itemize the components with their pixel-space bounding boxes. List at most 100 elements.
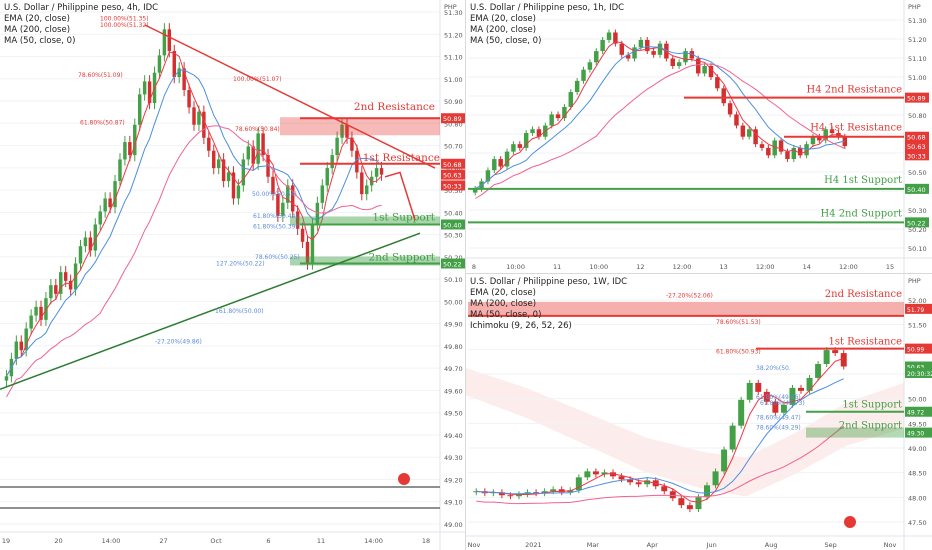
price-tick-label: 50.10 xyxy=(444,276,463,284)
time-tick-label: Nov xyxy=(884,541,897,549)
price-tag xyxy=(441,180,465,191)
price-tick-label: 49.00 xyxy=(908,445,927,453)
fib-level-label: 61.80%(50.44) xyxy=(253,213,298,220)
support-1-label: 1st Support xyxy=(842,400,902,411)
resistance-2-label: 2nd Resistance xyxy=(825,289,902,300)
h1-chart-panel[interactable]: 51.3051.2051.1051.0050.9050.8050.7050.60… xyxy=(466,0,932,273)
candle-body xyxy=(271,176,275,195)
fib-level-label: -27.20%(49.86) xyxy=(155,339,202,346)
candle-body xyxy=(78,246,83,264)
candle-body xyxy=(330,155,334,169)
h1-legend: U.S. Dollar / Philippine peso, 1h, IDC E… xyxy=(470,3,624,47)
price-tick-label: 50.30 xyxy=(444,232,463,240)
candle-body xyxy=(256,133,260,164)
candle-body xyxy=(613,32,618,44)
h1-legend-ema20: EMA (20, close) xyxy=(470,14,536,24)
candle-body xyxy=(473,491,480,493)
candle-body xyxy=(797,147,803,156)
candle-body xyxy=(49,285,53,299)
time-tick-label: 11 xyxy=(317,537,325,545)
candle-body xyxy=(300,228,305,242)
w1-legend-ma50: MA (50, close, 0) xyxy=(470,310,542,320)
support-2-zone xyxy=(806,427,904,438)
candle-body xyxy=(19,341,23,351)
candle-body xyxy=(226,172,231,182)
time-tick-label: 6 xyxy=(266,537,270,545)
candle-body xyxy=(632,47,637,59)
candle-body xyxy=(172,51,176,78)
candle-body xyxy=(236,185,241,199)
w1-chart-panel[interactable]: 52.0051.5051.0050.5050.0049.5049.0048.50… xyxy=(466,274,932,550)
candle-body xyxy=(340,124,344,138)
ichimoku-cloud xyxy=(466,368,904,497)
price-tag-text: 49.72 xyxy=(907,410,924,417)
price-tick-label: 51.20 xyxy=(908,36,927,44)
candle-body xyxy=(746,129,752,137)
candle-body xyxy=(310,224,315,264)
uptrend-line xyxy=(0,232,421,390)
time-tick-label: Apr xyxy=(647,541,659,549)
candle-body xyxy=(587,62,593,70)
candle-body xyxy=(320,185,325,203)
candle-body xyxy=(14,341,19,359)
price-tick-label: 51.30 xyxy=(908,17,927,25)
fib-level-label: 61.80%(49.73) xyxy=(760,400,805,407)
currency-label: PHP xyxy=(908,277,921,285)
candle-body xyxy=(276,194,280,216)
candle-body xyxy=(231,172,236,199)
flag-icon xyxy=(844,516,856,528)
price-tag-text: 50.40 xyxy=(907,186,926,194)
fib-level-label: 100.00%(51.35) xyxy=(100,16,149,23)
candle-body xyxy=(815,364,822,378)
price-tick-label: 51.00 xyxy=(908,74,927,82)
price-tick-label: 51.10 xyxy=(444,54,463,62)
fib-level-label: 78.60%(49.47) xyxy=(756,415,801,422)
candle-body xyxy=(676,62,682,66)
candle-body xyxy=(592,471,599,475)
price-tick-label: 50.50 xyxy=(908,169,927,177)
price-tick-label: 50.80 xyxy=(908,112,927,120)
w1-chart-svg: 52.0051.5051.0050.5050.0049.5049.0048.50… xyxy=(466,274,932,550)
h4-chart-panel[interactable]: 51.30 51.20 51.10 51.00 50.90 50.80 50.70 50.60… xyxy=(0,0,465,550)
candle-body xyxy=(216,159,221,169)
candle-body xyxy=(335,137,339,156)
candle-body xyxy=(555,114,561,119)
candle-body xyxy=(246,146,251,160)
candle-body xyxy=(817,136,822,141)
currency-label: PHP xyxy=(444,3,457,11)
price-tick-label: 49.50 xyxy=(908,420,927,428)
fib-level-label: -27.20%(52.06) xyxy=(666,292,713,299)
candle-body xyxy=(638,39,644,48)
candle-body xyxy=(678,498,685,506)
horizontal-divider[interactable] xyxy=(466,273,932,274)
candle-body xyxy=(212,150,216,169)
candle-body xyxy=(369,176,374,186)
price-tag xyxy=(441,113,465,124)
candle-body xyxy=(704,485,710,498)
candle-body xyxy=(734,114,739,126)
candle-body xyxy=(558,489,565,493)
h4-resistance-1-label: H4 1st Resistance xyxy=(810,123,902,134)
h1-legend-ma50: MA (50, close, 0) xyxy=(470,36,542,46)
candle-body xyxy=(511,144,516,152)
time-tick-label: 13 xyxy=(719,263,727,271)
fib-level-label: 78.60%(50.25) xyxy=(255,254,300,261)
candle-body xyxy=(63,272,68,281)
price-tag-text: 50.63 xyxy=(443,172,462,180)
fib-level-label: 161.80%(50.00) xyxy=(215,308,264,315)
candle-body xyxy=(657,43,663,55)
candle-body xyxy=(738,399,745,426)
candle-body xyxy=(241,159,246,186)
vertical-divider[interactable] xyxy=(465,0,466,550)
candle-body xyxy=(44,298,48,320)
candle-body xyxy=(550,489,557,492)
candle-body xyxy=(695,497,702,510)
time-tick-label: Mar xyxy=(587,541,600,549)
candle-body xyxy=(729,425,736,450)
price-tag-text: 30:33 xyxy=(907,152,926,160)
candle-body xyxy=(683,51,688,63)
candle-body xyxy=(708,65,714,78)
candle-body xyxy=(823,129,828,141)
price-tick-label: 49.30 xyxy=(444,454,463,462)
support-1-zone xyxy=(290,216,440,226)
